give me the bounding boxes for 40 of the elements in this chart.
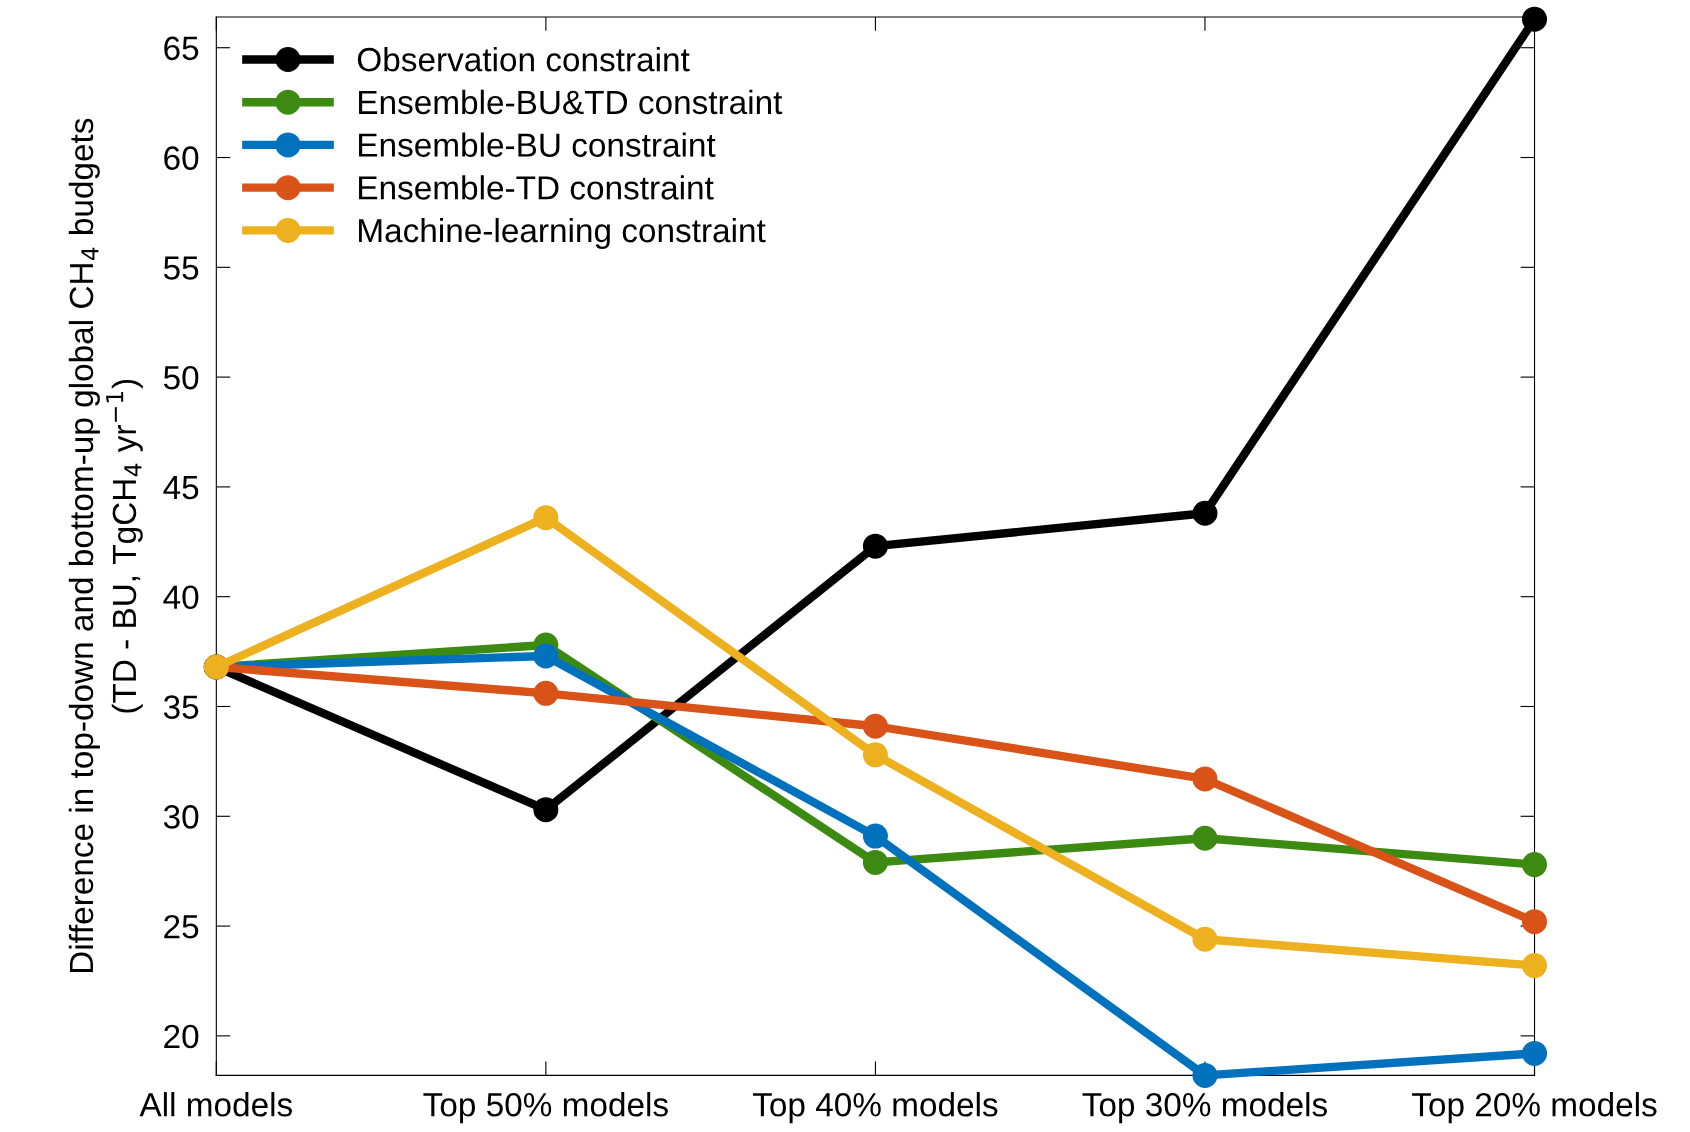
point xyxy=(533,797,559,823)
point xyxy=(862,713,888,739)
point xyxy=(1522,852,1548,878)
x-tick-label: Top 20% models xyxy=(1412,1092,1657,1124)
point xyxy=(1192,1062,1218,1088)
point xyxy=(862,823,888,849)
x-tick-label: All models xyxy=(139,1092,292,1117)
point xyxy=(862,533,888,559)
point xyxy=(533,680,559,706)
y-tick-label: 45 xyxy=(163,476,199,500)
y-tick-label: 20 xyxy=(164,1024,199,1049)
point xyxy=(1192,766,1218,792)
point xyxy=(1522,953,1548,979)
y-tick-label: 35 xyxy=(163,695,199,719)
point xyxy=(862,742,888,768)
point xyxy=(533,505,559,531)
x-tick-label: Top 50% models xyxy=(423,1092,668,1124)
legend-label: Ensemble-BU constraint xyxy=(359,132,716,157)
y-tick-label: 55 xyxy=(163,256,199,280)
point xyxy=(1192,825,1218,851)
point xyxy=(533,643,559,669)
text: Difference in top-down and bottom-up global CH$_{4}$ budgets (TD - BU, TgCH$_{4}$ yr$^{−1}$) xyxy=(68,118,143,973)
x-tick-label: Top 30% models xyxy=(1082,1092,1327,1124)
point xyxy=(1192,926,1218,952)
legend-label: Ensemble-TD constraint xyxy=(359,175,714,200)
legend-label: Observation constraint xyxy=(357,46,690,72)
y-tick-label: 60 xyxy=(164,146,199,170)
x-tick-label: Top 40% models xyxy=(752,1092,998,1124)
point xyxy=(1522,909,1548,935)
legend-label: Ensemble-BU&TD constraint xyxy=(359,89,783,115)
y-tick-label: 65 xyxy=(164,36,199,61)
point xyxy=(1522,6,1548,32)
y-tick-label: 40 xyxy=(163,585,199,610)
y-tick-label: 30 xyxy=(163,805,199,829)
y-tick-label: 25 xyxy=(164,914,199,939)
point xyxy=(1522,1040,1548,1066)
legend-label: Machine-learning constraint xyxy=(359,217,766,250)
y-tick-label: 50 xyxy=(163,365,199,390)
point xyxy=(1192,500,1218,526)
point xyxy=(862,849,888,875)
